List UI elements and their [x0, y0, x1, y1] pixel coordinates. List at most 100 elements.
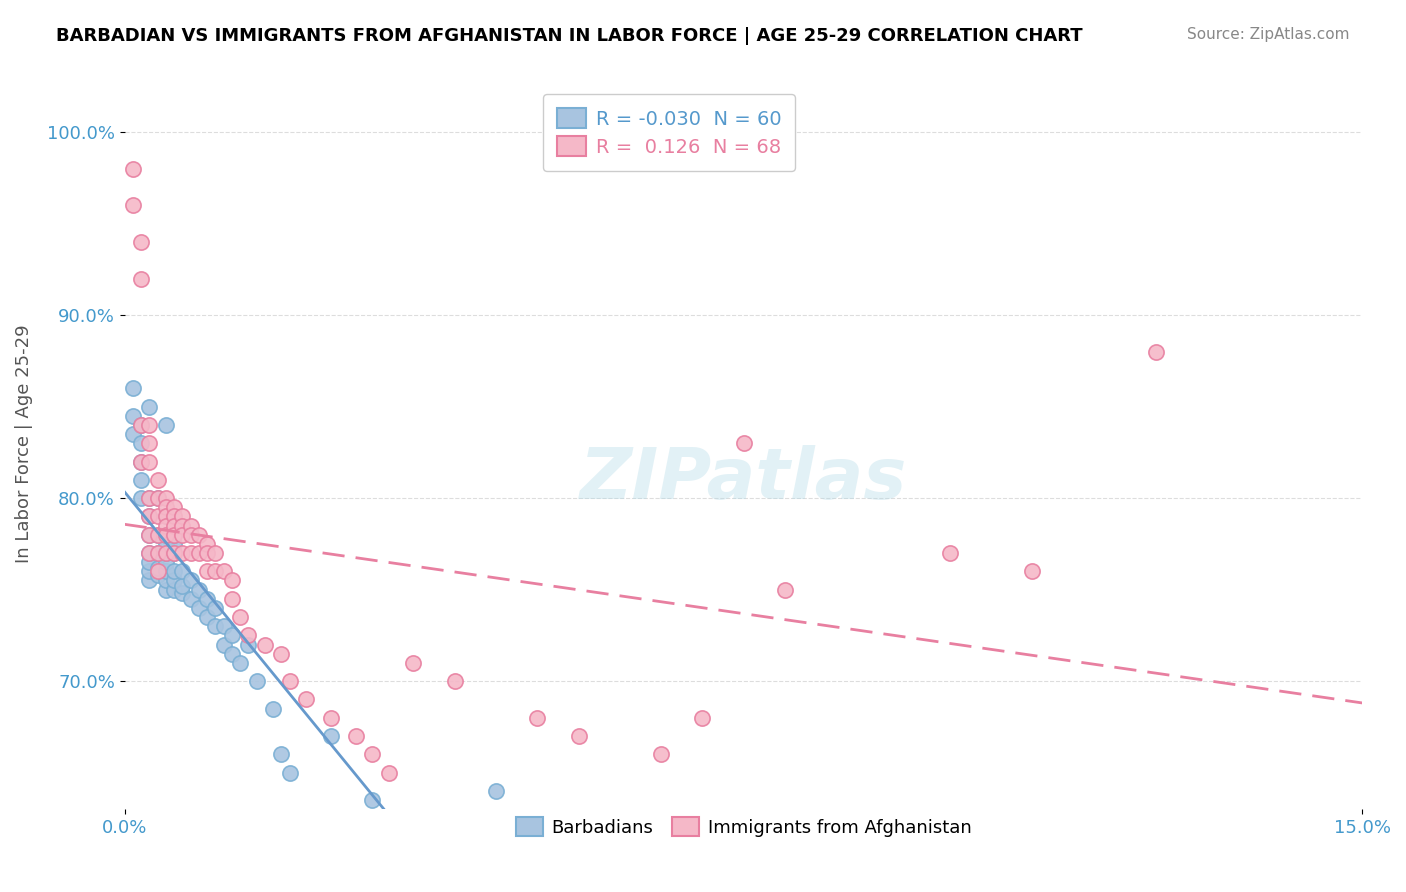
Point: [155, 527, 177, 541]
Point: [155, 518, 177, 533]
Point: [155, 509, 177, 524]
Point: [195, 610, 218, 624]
Point: [204, 601, 226, 615]
Point: [138, 509, 160, 524]
Point: [146, 527, 169, 541]
Point: [146, 527, 169, 541]
Point: [172, 586, 194, 600]
Point: [443, 674, 465, 689]
Y-axis label: In Labor Force | Age 25-29: In Labor Force | Age 25-29: [15, 324, 32, 563]
Point: [485, 784, 508, 798]
Point: [180, 574, 202, 588]
Point: [221, 647, 243, 661]
Point: [138, 400, 160, 414]
Point: [129, 473, 152, 487]
Point: [361, 793, 384, 807]
Point: [163, 509, 186, 524]
Point: [121, 381, 143, 395]
Point: [138, 417, 160, 432]
Point: [939, 546, 962, 560]
Point: [163, 546, 186, 560]
Point: [238, 638, 260, 652]
Point: [172, 546, 194, 560]
Point: [155, 582, 177, 597]
Point: [163, 565, 186, 579]
Point: [155, 574, 177, 588]
Point: [129, 436, 152, 450]
Point: [402, 656, 425, 670]
Point: [180, 591, 202, 606]
Point: [172, 509, 194, 524]
Point: [187, 527, 209, 541]
Point: [138, 436, 160, 450]
Point: [163, 574, 186, 588]
Point: [773, 582, 796, 597]
Point: [129, 271, 152, 285]
Point: [319, 711, 342, 725]
Legend: Barbadians, Immigrants from Afghanistan: Barbadians, Immigrants from Afghanistan: [509, 810, 979, 844]
Point: [195, 565, 218, 579]
Point: [163, 500, 186, 515]
Point: [146, 473, 169, 487]
Point: [195, 591, 218, 606]
Point: [138, 491, 160, 505]
Point: [146, 546, 169, 560]
Point: [146, 568, 169, 582]
Point: [1144, 344, 1167, 359]
Point: [172, 579, 194, 593]
Point: [155, 500, 177, 515]
Point: [204, 546, 226, 560]
Point: [221, 628, 243, 642]
Point: [229, 656, 252, 670]
Point: [690, 711, 713, 725]
Point: [238, 628, 260, 642]
Point: [138, 509, 160, 524]
Point: [526, 711, 548, 725]
Point: [138, 454, 160, 468]
Point: [180, 527, 202, 541]
Point: [138, 527, 160, 541]
Point: [129, 417, 152, 432]
Point: [172, 527, 194, 541]
Point: [195, 537, 218, 551]
Point: [1021, 565, 1043, 579]
Point: [212, 638, 235, 652]
Point: [187, 546, 209, 560]
Point: [361, 747, 384, 762]
Point: [121, 427, 143, 442]
Point: [129, 491, 152, 505]
Point: [180, 518, 202, 533]
Point: [146, 546, 169, 560]
Point: [138, 527, 160, 541]
Point: [129, 235, 152, 249]
Text: ZIPatlas: ZIPatlas: [579, 445, 907, 515]
Point: [155, 546, 177, 560]
Point: [121, 409, 143, 423]
Point: [129, 417, 152, 432]
Point: [253, 638, 276, 652]
Point: [212, 565, 235, 579]
Point: [138, 546, 160, 560]
Point: [278, 765, 301, 780]
Point: [212, 619, 235, 633]
Point: [163, 518, 186, 533]
Point: [163, 546, 186, 560]
Point: [163, 527, 186, 541]
Point: [344, 729, 367, 743]
Point: [221, 574, 243, 588]
Point: [146, 491, 169, 505]
Point: [121, 161, 143, 176]
Point: [155, 565, 177, 579]
Point: [204, 565, 226, 579]
Point: [146, 565, 169, 579]
Point: [138, 546, 160, 560]
Point: [155, 491, 177, 505]
Point: [270, 747, 292, 762]
Point: [138, 555, 160, 569]
Point: [246, 674, 269, 689]
Point: [650, 747, 672, 762]
Point: [138, 491, 160, 505]
Point: [138, 565, 160, 579]
Point: [377, 765, 399, 780]
Point: [155, 509, 177, 524]
